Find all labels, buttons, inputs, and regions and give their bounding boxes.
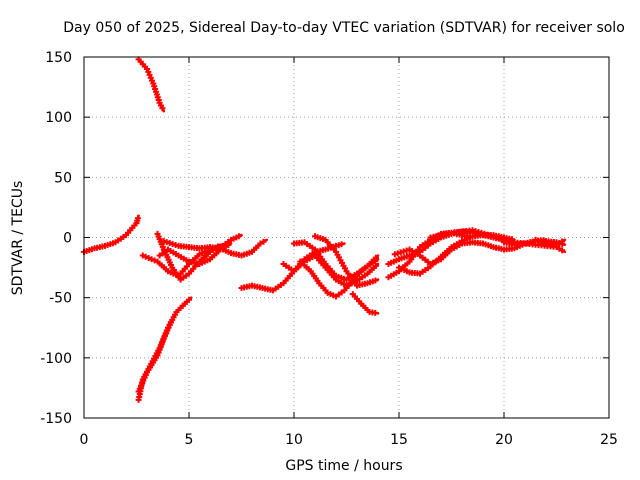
- y-tick-label: -150: [40, 411, 72, 427]
- data-point: [186, 296, 192, 303]
- data-point: [559, 247, 566, 254]
- series-arc-10: [280, 252, 380, 289]
- chart-title: Day 050 of 2025, Sidereal Day-to-day VTE…: [63, 20, 625, 36]
- axis-ticks: 0 5 10 15 20 25 -150 -100 -50 0 50 100 150: [40, 50, 618, 448]
- y-tick-label: -50: [49, 291, 72, 307]
- series-line: [137, 296, 193, 402]
- y-tick-label: 50: [54, 170, 72, 186]
- data-point: [372, 277, 379, 284]
- series-arc-8: [156, 242, 233, 267]
- data-point: [260, 238, 267, 245]
- x-tick-label: 25: [600, 432, 618, 448]
- series-arc-12: [297, 254, 380, 300]
- x-tick-label: 20: [495, 432, 513, 448]
- data-point: [225, 242, 232, 248]
- data-point: [168, 319, 174, 326]
- data-point: [159, 105, 166, 112]
- data-point: [559, 238, 566, 245]
- x-tick-label: 15: [390, 432, 408, 448]
- series-arc-4: [135, 317, 174, 395]
- series-arc-22: [532, 236, 567, 248]
- series-arc-18: [391, 239, 485, 267]
- x-tick-label: 0: [80, 432, 89, 448]
- data-point: [235, 233, 242, 240]
- y-tick-label: 0: [63, 231, 72, 247]
- x-axis-title: GPS time / hours: [285, 458, 402, 474]
- data-point: [338, 241, 345, 248]
- x-tick-label: 10: [285, 432, 303, 448]
- x-tick-label: 5: [185, 432, 194, 448]
- series-arc-2: [135, 56, 166, 113]
- y-tick-label: -100: [40, 351, 72, 367]
- data-point: [257, 240, 264, 247]
- series-arc-14: [349, 291, 380, 316]
- y-tick-label: 150: [45, 50, 72, 66]
- plot-series: [81, 56, 567, 403]
- y-tick-label: 100: [45, 110, 72, 126]
- data-point: [372, 309, 379, 316]
- y-axis-title: SDTVAR / TECUs: [10, 181, 26, 296]
- series-arc-3: [135, 296, 193, 403]
- series-arc-1: [81, 214, 141, 255]
- series-arc-13: [312, 233, 380, 289]
- data-point: [372, 254, 379, 261]
- data-point: [134, 215, 141, 222]
